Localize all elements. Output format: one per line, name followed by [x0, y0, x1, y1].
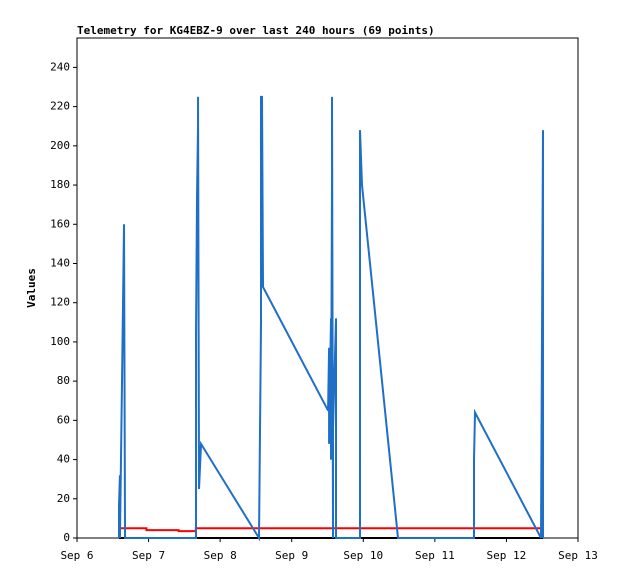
- x-tick-label: Sep 7: [132, 549, 165, 562]
- y-tick-label: 20: [57, 492, 70, 505]
- x-tick-label: Sep 8: [204, 549, 237, 562]
- y-tick-label: 0: [63, 531, 70, 544]
- x-tick-label: Sep 10: [343, 549, 383, 562]
- chart-title: Telemetry for KG4EBZ-9 over last 240 hou…: [77, 24, 435, 37]
- y-tick-label: 220: [50, 100, 70, 113]
- data-line: [119, 525, 544, 533]
- y-tick-label: 80: [57, 374, 70, 387]
- x-tick-label: Sep 13: [558, 549, 598, 562]
- y-tick-label: 120: [50, 296, 70, 309]
- x-tick-label: Sep 9: [275, 549, 308, 562]
- x-tick-label: Sep 11: [415, 549, 455, 562]
- y-tick-label: 240: [50, 60, 70, 73]
- y-axis-label: Values: [25, 268, 38, 308]
- y-tick-label: 200: [50, 139, 70, 152]
- x-tick-label: Sep 6: [60, 549, 93, 562]
- y-tick-label: 60: [57, 413, 70, 426]
- y-tick-label: 40: [57, 453, 70, 466]
- data-line: [118, 95, 545, 542]
- y-tick-label: 180: [50, 178, 70, 191]
- x-tick-label: Sep 12: [487, 549, 527, 562]
- y-tick-label: 100: [50, 335, 70, 348]
- y-tick-label: 160: [50, 217, 70, 230]
- plot-area: [76, 37, 579, 539]
- y-tick-label: 140: [50, 256, 70, 269]
